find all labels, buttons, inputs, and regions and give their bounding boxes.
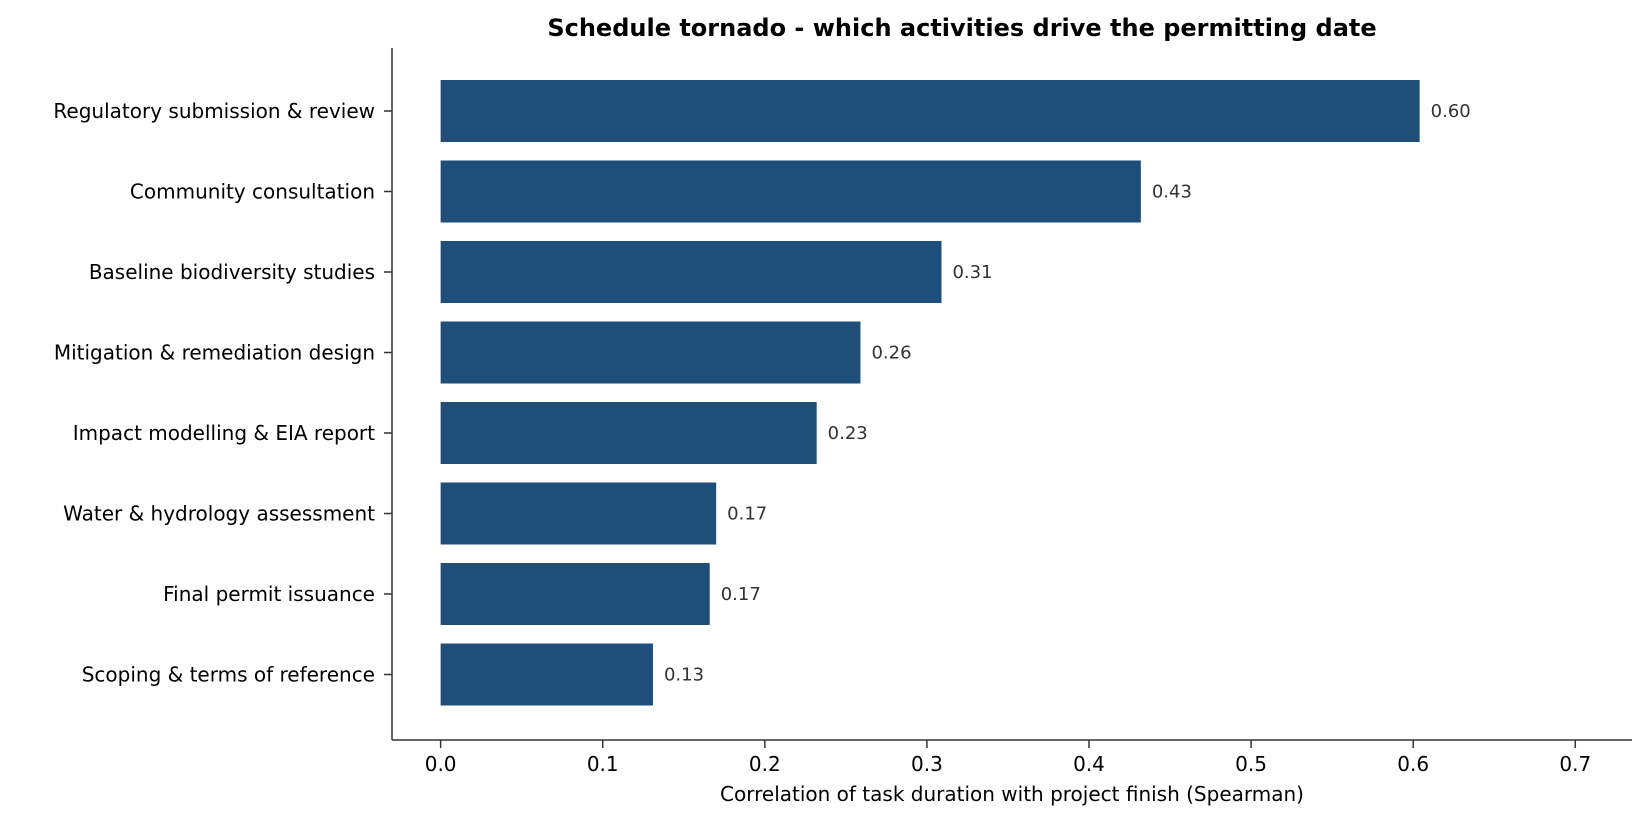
bar-2 [440, 160, 1141, 223]
x-tick-label-6: 0.6 [1397, 752, 1429, 776]
x-tick-label-5: 0.5 [1235, 752, 1267, 776]
bar-value-label-8: 0.13 [664, 665, 704, 686]
category-label-1: Regulatory submission & review [53, 99, 375, 123]
bar-value-label-3: 0.31 [952, 262, 992, 283]
category-label-6: Water & hydrology assessment [63, 502, 375, 526]
bar-value-label-6: 0.17 [727, 504, 767, 525]
bar-1 [440, 80, 1420, 142]
x-tick-label-0: 0.0 [425, 752, 457, 776]
bar-5 [440, 402, 817, 464]
category-label-3: Baseline biodiversity studies [89, 260, 375, 284]
x-axis-label: Correlation of task duration with projec… [720, 782, 1304, 806]
category-label-5: Impact modelling & EIA report [73, 421, 375, 445]
bar-4 [440, 321, 861, 384]
bar-value-label-2: 0.43 [1152, 182, 1192, 203]
bar-8 [440, 643, 653, 706]
bar-value-label-7: 0.17 [721, 584, 761, 605]
bar-3 [440, 241, 942, 303]
category-label-8: Scoping & terms of reference [82, 663, 375, 687]
x-tick-label-3: 0.3 [911, 752, 943, 776]
bar-value-label-4: 0.26 [871, 343, 911, 364]
x-tick-label-7: 0.7 [1559, 752, 1591, 776]
category-label-7: Final permit issuance [163, 582, 375, 606]
category-label-2: Community consultation [130, 180, 375, 204]
x-tick-label-1: 0.1 [587, 752, 619, 776]
x-tick-label-2: 0.2 [749, 752, 781, 776]
value-labels-layer: 0.60 0.43 0.31 0.26 0.23 0.17 0.17 0.13 [664, 101, 1471, 686]
bar-7 [440, 563, 710, 625]
y-axis: Regulatory submission & review Community … [53, 99, 392, 687]
x-tick-label-4: 0.4 [1073, 752, 1105, 776]
bar-6 [440, 482, 717, 545]
bar-value-label-1: 0.60 [1431, 101, 1471, 122]
bar-value-label-5: 0.23 [828, 423, 868, 444]
x-axis: 0.0 0.1 0.2 0.3 0.4 0.5 0.6 0.7 [425, 740, 1591, 776]
chart-title: Schedule tornado - which activities driv… [547, 14, 1376, 42]
bars-layer [440, 80, 1420, 706]
category-label-4: Mitigation & remediation design [54, 341, 375, 365]
